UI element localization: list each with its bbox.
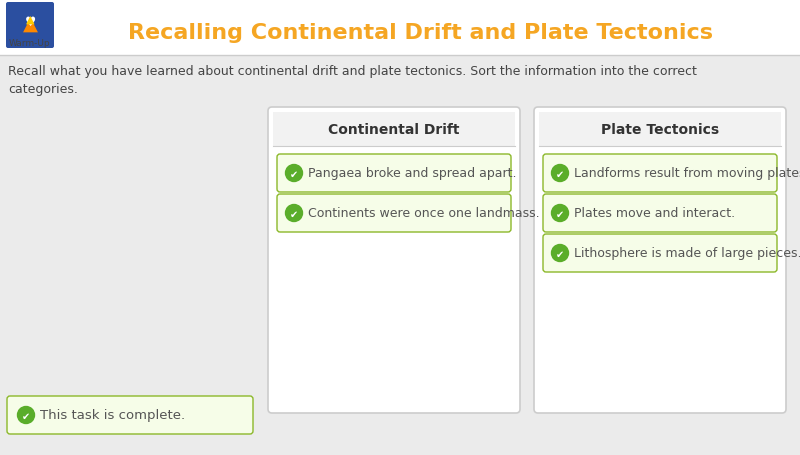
Circle shape <box>551 165 569 182</box>
Text: Pangaea broke and spread apart.: Pangaea broke and spread apart. <box>308 167 517 180</box>
Circle shape <box>286 165 302 182</box>
Text: Recall what you have learned about continental drift and plate tectonics. Sort t: Recall what you have learned about conti… <box>8 65 697 96</box>
Text: ✔: ✔ <box>290 209 298 219</box>
FancyBboxPatch shape <box>543 234 777 273</box>
FancyBboxPatch shape <box>539 113 781 147</box>
Text: Plate Tectonics: Plate Tectonics <box>601 123 719 136</box>
FancyBboxPatch shape <box>277 195 511 233</box>
FancyBboxPatch shape <box>543 195 777 233</box>
Text: ▲: ▲ <box>22 15 38 33</box>
Text: ✔: ✔ <box>556 249 564 259</box>
Text: ✔: ✔ <box>22 410 30 420</box>
Text: Recalling Continental Drift and Plate Tectonics: Recalling Continental Drift and Plate Te… <box>127 23 713 43</box>
FancyBboxPatch shape <box>273 113 515 147</box>
FancyBboxPatch shape <box>7 396 253 434</box>
Text: Plates move and interact.: Plates move and interact. <box>574 207 735 220</box>
Circle shape <box>18 407 34 424</box>
FancyBboxPatch shape <box>277 155 511 192</box>
FancyBboxPatch shape <box>543 155 777 192</box>
Text: Lithosphere is made of large pieces.: Lithosphere is made of large pieces. <box>574 247 800 260</box>
FancyBboxPatch shape <box>6 3 54 49</box>
Circle shape <box>286 205 302 222</box>
Text: ✔: ✔ <box>556 209 564 219</box>
Text: ♥: ♥ <box>24 15 36 28</box>
Text: Continents were once one landmass.: Continents were once one landmass. <box>308 207 540 220</box>
Text: ✔: ✔ <box>556 169 564 179</box>
FancyBboxPatch shape <box>534 108 786 413</box>
FancyBboxPatch shape <box>0 0 800 56</box>
Text: Landforms result from moving plates.: Landforms result from moving plates. <box>574 167 800 180</box>
Circle shape <box>551 205 569 222</box>
Text: This task is complete.: This task is complete. <box>40 409 185 422</box>
Text: Warm-Up: Warm-Up <box>9 40 51 48</box>
Text: Continental Drift: Continental Drift <box>328 123 460 136</box>
Text: ✔: ✔ <box>290 169 298 179</box>
Circle shape <box>551 245 569 262</box>
FancyBboxPatch shape <box>268 108 520 413</box>
Text: ▲: ▲ <box>26 15 34 25</box>
